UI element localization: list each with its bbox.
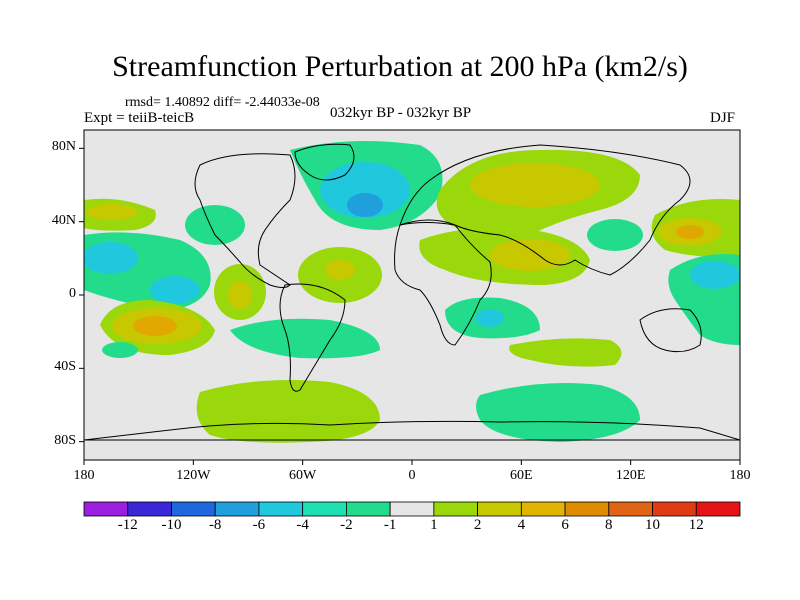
coast-north-america [194, 153, 296, 288]
y-tick-label: 0 [69, 286, 76, 301]
period-label: 032kyr BP - 032kyr BP [330, 105, 472, 121]
contour-neg-china [587, 219, 643, 251]
colorbar-label: -4 [296, 517, 309, 533]
coast-eurasia [399, 144, 691, 276]
contour-neg2-central-pacific-b [150, 276, 200, 304]
contour-pos2-dateline-north [87, 204, 137, 220]
coast-australia [639, 308, 702, 353]
colorbar-label: 6 [561, 517, 569, 533]
coastlines [84, 143, 740, 441]
contour-pos2-eurasia [470, 163, 600, 207]
colorbar-label: 12 [688, 517, 704, 533]
contour-pos2-equatorial-atlantic [325, 260, 355, 280]
contour-pos-southern-ocean [196, 379, 380, 443]
contour-pos4-west-pacific [676, 225, 704, 239]
colorbar-swatch [171, 501, 216, 517]
x-tick-label: 60W [289, 468, 317, 483]
colorbar-label: -12 [117, 517, 138, 533]
colorbar [83, 501, 741, 517]
season-label: DJF [710, 110, 736, 126]
experiment-label: Expt = teiiB-teicB [84, 110, 195, 126]
contour-pos2-central-america [228, 281, 252, 309]
colorbar-swatch [302, 501, 347, 517]
colorbar-label: 8 [605, 517, 613, 533]
contour-pos-indian-ocean [509, 338, 622, 367]
coast-antarctica [84, 420, 740, 441]
colorbar-label: -6 [252, 517, 266, 533]
axis-ticks [79, 147, 741, 465]
colorbar-label: 10 [645, 517, 661, 533]
colorbar-swatch [389, 501, 435, 517]
contour-neg-south-atlantic [230, 318, 380, 359]
contour-neg4-north-atlantic [347, 193, 383, 217]
map-plot-area [84, 130, 740, 460]
colorbar-label: 4 [517, 517, 526, 533]
x-tick-label: 60E [510, 468, 533, 483]
contour-pos4-south-pacific [133, 316, 177, 336]
colorbar-swatch [127, 501, 172, 517]
contour-neg2-east-africa [476, 309, 504, 327]
x-tick-label: 120E [615, 468, 646, 483]
colorbar-swatch [695, 501, 741, 517]
contour-pos2-middle-east [490, 239, 570, 271]
x-tick-label: 0 [408, 468, 416, 483]
colorbar-swatch [564, 501, 610, 517]
colorbar-swatch [433, 501, 479, 517]
x-tick-label: 120W [176, 468, 211, 483]
y-tick-label: 40S [54, 359, 76, 375]
x-tick-label: 180 [73, 468, 95, 483]
contour-neg2-tropical-west-pacific [690, 261, 740, 289]
contour-neg2-central-pacific-a [84, 242, 138, 274]
coast-greenland [294, 143, 355, 181]
y-tick-label: 40N [51, 212, 76, 228]
contour-neg-south-pacific-small [102, 342, 138, 358]
contour-neg-north-america [185, 205, 245, 245]
colorbar-swatch [83, 501, 129, 517]
colorbar-swatch [345, 501, 391, 517]
colorbar-label: -1 [383, 517, 397, 533]
coast-africa [394, 219, 492, 346]
y-tick-label: 80N [51, 139, 76, 155]
colorbar-label: -2 [340, 517, 353, 533]
contour-neg-antarctic-indian [476, 382, 640, 442]
x-tick-label: 180 [729, 468, 751, 483]
colorbar-label: -8 [208, 517, 222, 533]
rmsd-diff-stats: rmsd= 1.40892 diff= -2.44033e-08 [125, 95, 320, 110]
colorbar-swatch [520, 501, 566, 517]
coast-south-america [279, 283, 346, 392]
colorbar-label: 1 [430, 517, 438, 533]
colorbar-label: -10 [161, 517, 182, 533]
plot-title: Streamfunction Perturbation at 200 hPa (… [112, 50, 688, 83]
colorbar-swatch [652, 501, 697, 517]
colorbar-swatch [477, 501, 522, 517]
colorbar-swatch [608, 501, 653, 517]
contour-fills [84, 141, 740, 443]
colorbar-label: 2 [473, 517, 482, 533]
colorbar-swatch [214, 501, 260, 517]
y-tick-label: 80S [54, 432, 76, 448]
colorbar-swatch [258, 501, 304, 517]
